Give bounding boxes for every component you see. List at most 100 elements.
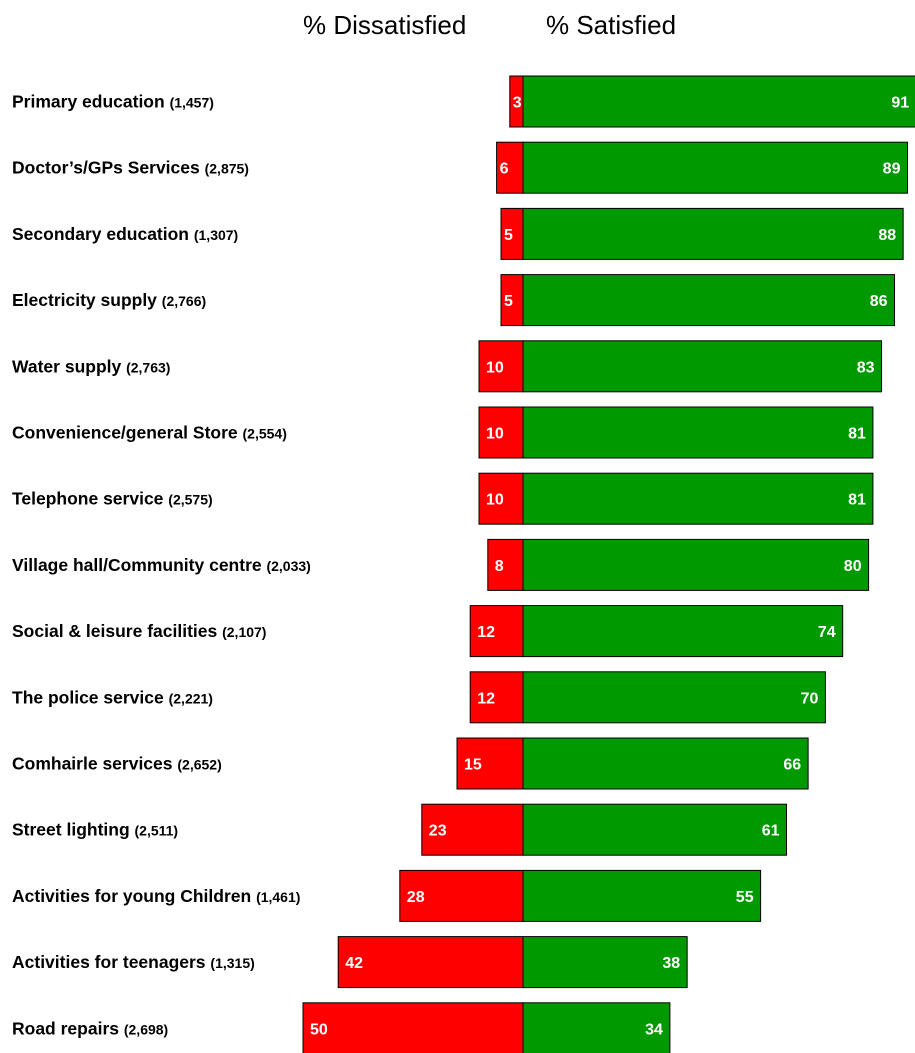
category-count: (2,698) — [124, 1021, 168, 1037]
value-label-satisfied: 74 — [818, 624, 836, 641]
chart-row: Convenience/general Store (2,554) 10 81 — [12, 406, 874, 459]
category-count: (1,461) — [256, 889, 300, 905]
category-name: Doctor’s/GPs Services — [12, 158, 205, 178]
category-count: (2,554) — [243, 426, 287, 442]
category-name: Village hall/Community centre — [12, 555, 266, 575]
value-label-dissatisfied: 3 — [513, 95, 522, 112]
category-count: (2,875) — [205, 161, 249, 177]
bar-satisfied — [522, 406, 874, 459]
category-label: Road repairs (2,698) — [12, 1018, 168, 1038]
value-label-satisfied: 89 — [883, 161, 901, 178]
category-name: Convenience/general Store — [12, 423, 243, 443]
header-satisfied: % Satisfied — [546, 10, 677, 40]
category-name: Comhairle services — [12, 754, 177, 774]
value-label-dissatisfied: 12 — [477, 690, 495, 707]
bar-dissatisfied — [487, 538, 524, 591]
chart-row: Social & leisure facilities (2,107) 12 74 — [12, 605, 844, 658]
category-label: Electricity supply (2,766) — [12, 290, 206, 310]
chart-row: Street lighting (2,511) 23 61 — [12, 803, 788, 856]
category-count: (2,221) — [169, 690, 213, 706]
category-label: Water supply (2,763) — [12, 356, 170, 376]
chart-row: Village hall/Community centre (2,033) 8 80 — [12, 538, 870, 591]
value-label-dissatisfied: 10 — [486, 426, 504, 443]
bar-dissatisfied — [456, 737, 524, 790]
value-label-satisfied: 83 — [857, 359, 875, 376]
chart-row: Doctor’s/GPs Services (2,875) 6 89 — [12, 141, 908, 194]
bar-satisfied — [522, 803, 788, 856]
value-label-satisfied: 61 — [762, 823, 780, 840]
value-label-dissatisfied: 10 — [486, 359, 504, 376]
category-label: Doctor’s/GPs Services (2,875) — [12, 158, 249, 178]
value-label-satisfied: 34 — [645, 1021, 663, 1038]
value-label-satisfied: 80 — [844, 558, 862, 575]
category-count: (2,511) — [135, 823, 179, 839]
bar-dissatisfied — [478, 472, 524, 525]
chart-row: Primary education (1,457) 3 91 — [12, 75, 915, 128]
chart-row: Water supply (2,763) 10 83 — [12, 340, 883, 393]
chart-row: Activities for teenagers (1,315) 42 38 — [12, 936, 688, 989]
value-label-dissatisfied: 8 — [495, 558, 504, 575]
category-count: (1,457) — [170, 95, 214, 111]
category-label: Social & leisure facilities (2,107) — [12, 621, 266, 641]
bar-satisfied — [522, 737, 809, 790]
bar-dissatisfied — [337, 936, 524, 989]
category-label: Comhairle services (2,652) — [12, 754, 222, 774]
chart-row: Electricity supply (2,766) 5 86 — [12, 274, 896, 327]
category-name: Activities for young Children — [12, 886, 256, 906]
chart-row: Telephone service (2,575) 10 81 — [12, 472, 874, 525]
value-label-satisfied: 66 — [783, 757, 801, 774]
bar-satisfied — [522, 340, 883, 393]
bar-dissatisfied — [302, 1002, 524, 1053]
bar-dissatisfied — [469, 671, 524, 724]
value-label-dissatisfied: 5 — [504, 293, 513, 310]
value-label-dissatisfied: 23 — [429, 823, 447, 840]
bar-dissatisfied — [469, 605, 524, 658]
value-label-satisfied: 38 — [662, 955, 680, 972]
bar-satisfied — [522, 605, 844, 658]
category-label: Street lighting (2,511) — [12, 820, 178, 840]
bar-satisfied — [522, 671, 826, 724]
chart-row: Comhairle services (2,652) 15 66 — [12, 737, 809, 790]
category-count: (2,763) — [126, 359, 170, 375]
category-name: Electricity supply — [12, 290, 162, 310]
bar-satisfied — [522, 274, 896, 327]
bar-dissatisfied — [421, 803, 524, 856]
value-label-dissatisfied: 50 — [310, 1021, 328, 1038]
category-label: Activities for teenagers (1,315) — [12, 952, 255, 972]
category-name: Social & leisure facilities — [12, 621, 222, 641]
category-label: Village hall/Community centre (2,033) — [12, 555, 311, 575]
bar-satisfied — [522, 1002, 671, 1053]
category-count: (1,307) — [194, 227, 238, 243]
category-label: Secondary education (1,307) — [12, 224, 238, 244]
category-name: The police service — [12, 687, 169, 707]
value-label-satisfied: 70 — [801, 690, 819, 707]
bar-satisfied — [522, 207, 904, 260]
bar-satisfied — [522, 869, 762, 922]
category-label: Telephone service (2,575) — [12, 489, 213, 509]
value-label-satisfied: 81 — [848, 426, 866, 443]
chart-row: Secondary education (1,307) 5 88 — [12, 207, 904, 260]
category-name: Telephone service — [12, 489, 168, 509]
value-label-satisfied: 91 — [891, 95, 909, 112]
value-label-dissatisfied: 12 — [477, 624, 495, 641]
category-label: Activities for young Children (1,461) — [12, 886, 300, 906]
chart-row: Activities for young Children (1,461) 28 5… — [12, 869, 762, 922]
chart-row: The police service (2,221) 12 70 — [12, 671, 826, 724]
chart-row: Road repairs (2,698) 50 34 — [12, 1002, 671, 1053]
category-name: Road repairs — [12, 1018, 124, 1038]
category-name: Primary education — [12, 92, 170, 112]
value-label-satisfied: 86 — [870, 293, 888, 310]
category-name: Street lighting — [12, 820, 135, 840]
value-label-satisfied: 55 — [736, 889, 754, 906]
category-name: Secondary education — [12, 224, 194, 244]
value-label-dissatisfied: 6 — [500, 161, 509, 178]
bar-satisfied — [522, 472, 874, 525]
value-label-dissatisfied: 42 — [345, 955, 363, 972]
value-label-satisfied: 81 — [848, 492, 866, 509]
bar-satisfied — [522, 538, 870, 591]
value-label-dissatisfied: 5 — [504, 227, 513, 244]
category-count: (2,107) — [222, 624, 266, 640]
value-label-dissatisfied: 28 — [407, 889, 425, 906]
category-label: The police service (2,221) — [12, 687, 213, 707]
